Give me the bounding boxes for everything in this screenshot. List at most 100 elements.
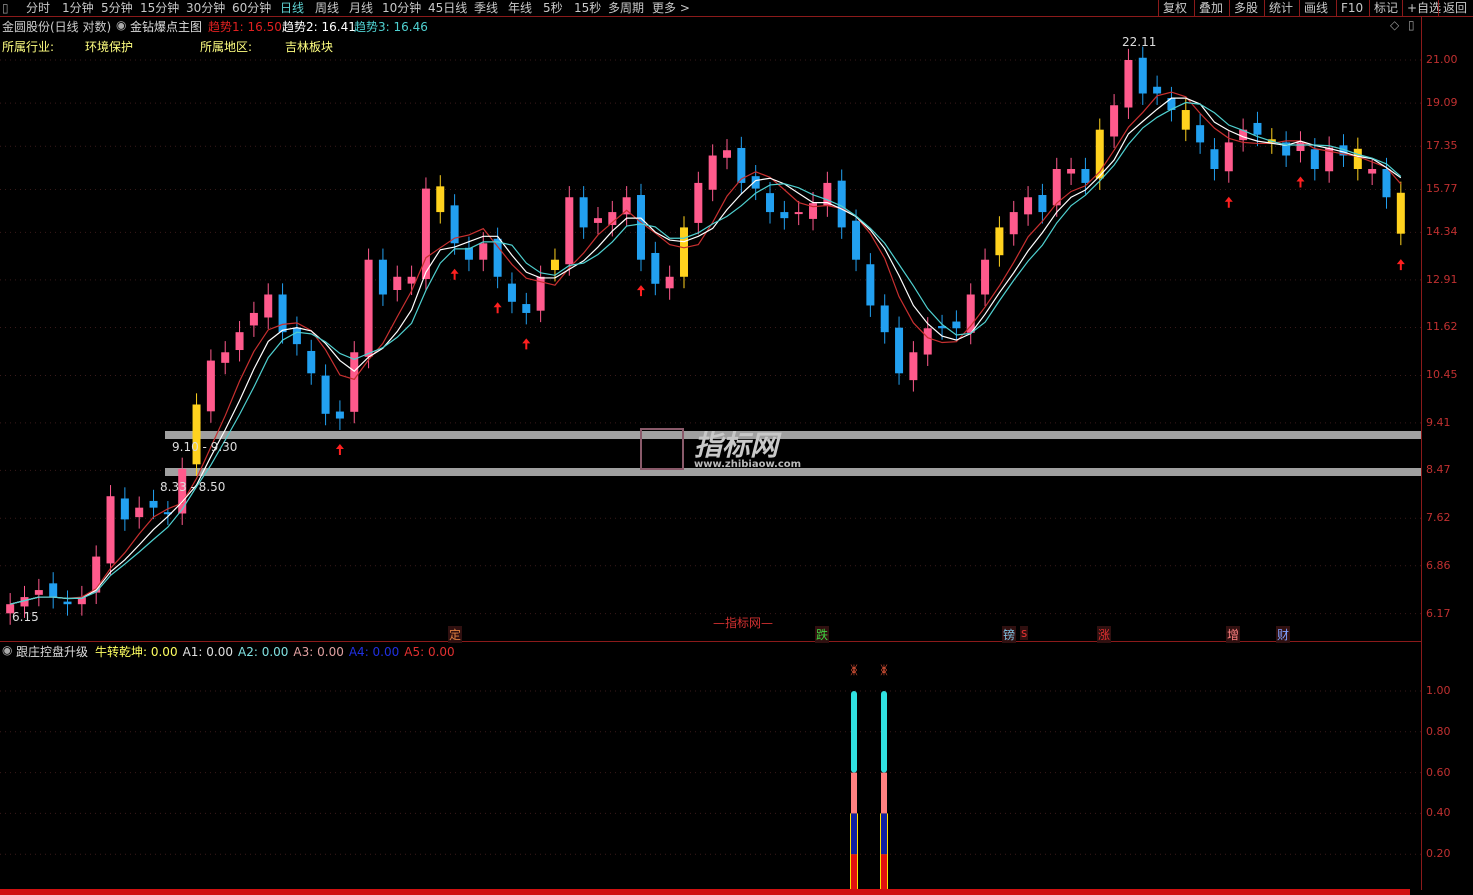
toolbar-button-6[interactable]: 标记 — [1369, 0, 1402, 16]
candle-body — [1339, 145, 1348, 156]
buy-arrow-icon — [522, 338, 531, 350]
tab-period-0[interactable]: 分时 — [26, 1, 51, 15]
candle-body — [679, 227, 688, 277]
subchart-title[interactable]: 跟庄控盘升级 — [16, 645, 89, 659]
butterfly-icon: ᛤ — [880, 663, 887, 677]
tab-period-3[interactable]: 15分钟 — [140, 1, 180, 15]
candle-body — [536, 276, 545, 311]
candle-body — [149, 500, 158, 508]
candle-body — [981, 259, 990, 295]
buy-arrow-icon — [335, 443, 344, 455]
candle-body — [421, 188, 430, 280]
menu-icon[interactable]: ▯ — [2, 1, 9, 15]
tab-period-4[interactable]: 30分钟 — [186, 1, 226, 15]
candle-body — [264, 294, 273, 318]
tab-period-10[interactable]: 45日线 — [428, 1, 468, 15]
candle-body — [837, 180, 846, 228]
toolbar-button-0[interactable]: 复权 — [1158, 0, 1191, 16]
signal-bar-segment — [851, 813, 857, 855]
candle-body — [579, 197, 588, 228]
tab-period-1[interactable]: 1分钟 — [62, 1, 94, 15]
tab-period-5[interactable]: 60分钟 — [232, 1, 272, 15]
subchart-value: A5: 0.00 — [404, 645, 455, 659]
industry-value: 环境保护 — [85, 40, 134, 54]
candle-body — [852, 220, 861, 260]
tab-period-13[interactable]: 5秒 — [543, 1, 563, 15]
tab-period-16[interactable]: 更多 > — [652, 1, 690, 15]
panel-icon[interactable]: ▯ — [1408, 18, 1415, 32]
signal-tag: s — [1020, 626, 1029, 640]
tab-period-7[interactable]: 周线 — [315, 1, 340, 15]
candle-body — [823, 182, 832, 206]
candle-body — [135, 507, 144, 518]
tab-period-6[interactable]: 日线 — [280, 1, 305, 15]
candle-body — [1067, 169, 1076, 174]
toolbar-button-2[interactable]: 多股 — [1229, 0, 1262, 16]
sub-tick-label: 0.20 — [1426, 847, 1451, 861]
signal-tag: 增 — [1226, 626, 1241, 643]
toolbar-button-5[interactable]: F10 — [1336, 0, 1367, 16]
candle-body — [1110, 105, 1119, 137]
candle-body — [192, 404, 201, 465]
price-tick-label: 9.41 — [1426, 415, 1451, 429]
candle-body — [1325, 147, 1334, 172]
trend1-value: 趋势1: 16.50 — [208, 20, 282, 34]
candle-body — [221, 352, 230, 363]
support-zone — [165, 431, 1421, 439]
candle-body — [1368, 169, 1377, 174]
tab-period-14[interactable]: 15秒 — [574, 1, 602, 15]
candle-body — [1009, 212, 1018, 235]
candle-body — [77, 597, 86, 605]
toolbar-button-4[interactable]: 画线 — [1299, 0, 1332, 16]
logo-text: 指标网 — [694, 429, 779, 462]
price-tick-label: 6.17 — [1426, 606, 1451, 620]
signal-tag: 镑 — [1002, 626, 1017, 643]
sub-tick-label: 0.60 — [1426, 765, 1451, 779]
candle-body — [450, 205, 459, 244]
candle-body — [479, 243, 488, 260]
toolbar-button-8[interactable]: 返回 — [1438, 0, 1471, 16]
sub-tick-label: 1.00 — [1426, 684, 1451, 697]
candle-body — [350, 352, 359, 412]
candle-body — [737, 147, 746, 183]
toolbar-button-7[interactable]: +自选 — [1402, 0, 1445, 16]
signal-tag: 跌 — [815, 626, 830, 643]
tab-period-8[interactable]: 月线 — [349, 1, 374, 15]
logo-icon — [640, 428, 684, 470]
candle-body — [1052, 169, 1061, 206]
candle-body — [507, 283, 516, 302]
tab-period-12[interactable]: 年线 — [508, 1, 533, 15]
tab-period-15[interactable]: 多周期 — [608, 1, 645, 15]
candle-body — [1353, 148, 1362, 170]
toolbar-button-3[interactable]: 统计 — [1264, 0, 1297, 16]
price-tick-label: 11.62 — [1426, 320, 1458, 334]
indicator-toggle-icon[interactable]: ◉ — [116, 18, 127, 32]
price-tick-label: 6.86 — [1426, 558, 1451, 572]
candle-body — [708, 155, 717, 190]
candle-body — [1239, 129, 1248, 141]
price-tick-label: 8.47 — [1426, 463, 1451, 477]
candle-body — [436, 186, 445, 213]
candle-body — [938, 326, 947, 329]
candle-body — [550, 259, 559, 271]
tab-period-9[interactable]: 10分钟 — [382, 1, 422, 15]
candle-body — [393, 276, 402, 290]
candle-body — [292, 327, 301, 345]
low-label: 6.15 — [12, 610, 39, 624]
zone-label-upper: 9.10 - 9.30 — [172, 440, 238, 454]
candle-body — [235, 332, 244, 351]
diamond-icon[interactable]: ◇ — [1390, 18, 1400, 32]
candle-body — [92, 556, 101, 593]
tab-period-11[interactable]: 季线 — [474, 1, 499, 15]
candle-body — [1153, 86, 1162, 94]
tab-period-2[interactable]: 5分钟 — [101, 1, 133, 15]
signal-tag: 财 — [1276, 626, 1291, 643]
buy-arrow-icon — [450, 268, 459, 280]
indicator-name[interactable]: 金钻爆点主图 — [130, 20, 203, 34]
price-tick-label: 14.34 — [1426, 225, 1458, 239]
candle-body — [723, 150, 732, 158]
signal-bar-segment — [851, 854, 857, 895]
toolbar-button-1[interactable]: 叠加 — [1194, 0, 1227, 16]
subchart-toggle-icon[interactable]: ◉ — [2, 643, 13, 657]
candle-body — [1081, 169, 1090, 183]
